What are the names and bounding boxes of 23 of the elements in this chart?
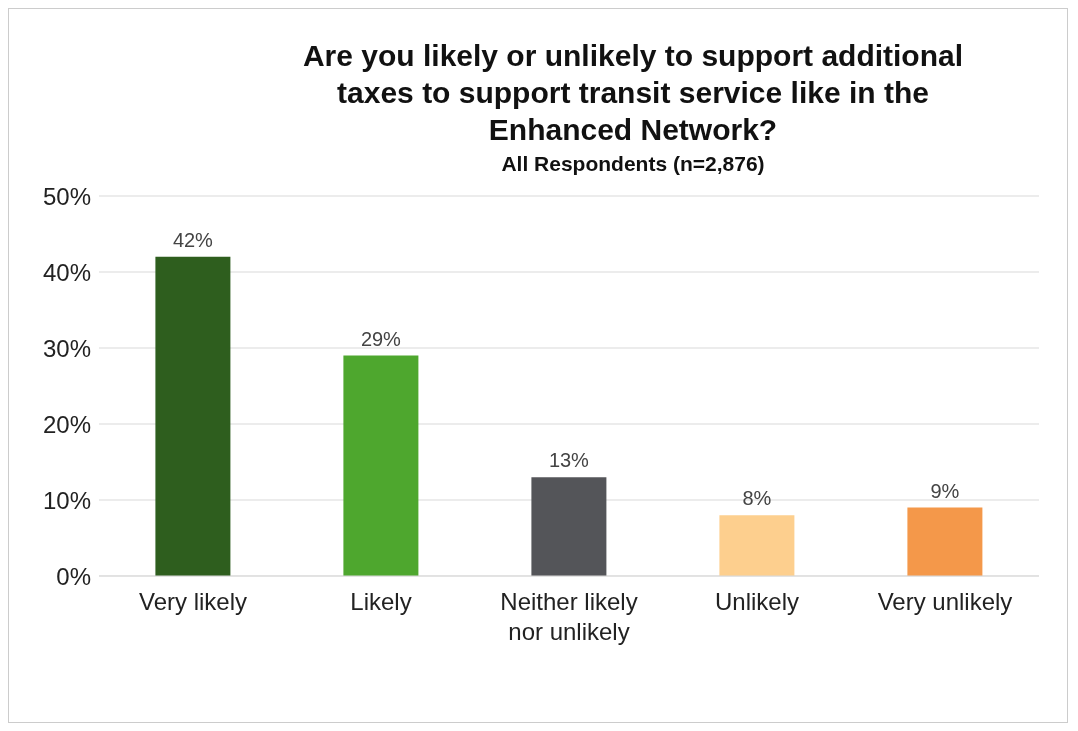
data-label: 8%	[742, 487, 772, 510]
data-label: 13%	[548, 449, 590, 472]
bar	[907, 507, 983, 576]
data-label: 9%	[930, 479, 960, 502]
bar	[531, 477, 607, 576]
y-tick-label: 0%	[56, 562, 91, 590]
y-tick-label: 40%	[42, 258, 91, 286]
data-label: 42%	[172, 228, 214, 251]
bar	[719, 515, 795, 576]
data-label: 29%	[360, 327, 402, 350]
x-tick-label: Likely	[350, 588, 412, 615]
y-tick-label: 50%	[42, 182, 91, 210]
bar	[155, 256, 231, 576]
x-tick-label: Unlikely	[714, 588, 800, 615]
x-tick-label: Very likely	[138, 588, 248, 615]
x-tick-label: Very unlikely	[877, 588, 1013, 615]
y-tick-label: 30%	[42, 334, 91, 362]
y-tick-label: 20%	[42, 410, 91, 438]
chart-subtitle: All Respondents (n=2,876)	[500, 152, 766, 176]
y-tick-label: 10%	[42, 486, 91, 514]
x-tick-label: Neither likely nor unlikely	[500, 588, 638, 645]
chart-title: Are you likely or unlikely to support additional taxes to support transit service like in the Enhanced Network?	[301, 38, 965, 148]
bar	[343, 355, 419, 576]
